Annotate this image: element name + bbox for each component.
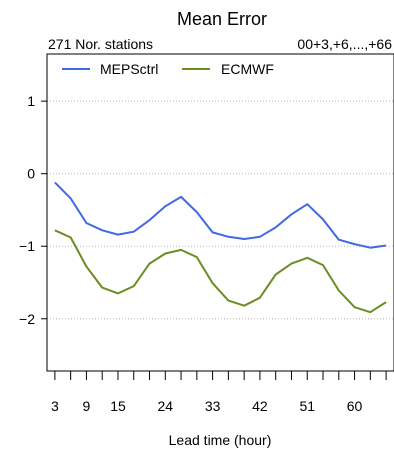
y-tick-label: 1 [27,93,35,109]
x-axis: 3 9 15 24 33 42 51 60 [51,371,387,414]
x-tick-label: 51 [299,398,315,414]
x-tick-label: 24 [158,398,174,414]
y-axis: 1 0 −1 −2 [19,93,47,327]
series-line-mepsctrl [54,181,387,249]
x-tick-label: 42 [252,398,268,414]
subtitle-right: 00+3,+6,...,+66 [297,36,392,52]
y-tick-label: −1 [19,238,35,254]
x-tick-label: 15 [110,398,126,414]
plot-frame [46,53,394,372]
y-tick-label: −2 [19,311,35,327]
x-tick-label: 33 [205,398,221,414]
x-tick-label: 9 [83,398,91,414]
grid-lines [47,100,394,320]
series-line-ecmwf [54,229,387,314]
x-tick-label: 60 [347,398,363,414]
subtitle-left: 271 Nor. stations [48,36,153,52]
x-axis-label: Lead time (hour) [169,432,272,448]
x-tick-label: 3 [51,398,59,414]
legend: MEPSctrl ECMWF [62,61,274,77]
chart-title: Mean Error [177,9,267,29]
y-tick-label: 0 [27,166,35,182]
series-lines [54,181,387,314]
legend-label-mepsctrl: MEPSctrl [100,61,158,77]
legend-label-ecmwf: ECMWF [221,61,274,77]
